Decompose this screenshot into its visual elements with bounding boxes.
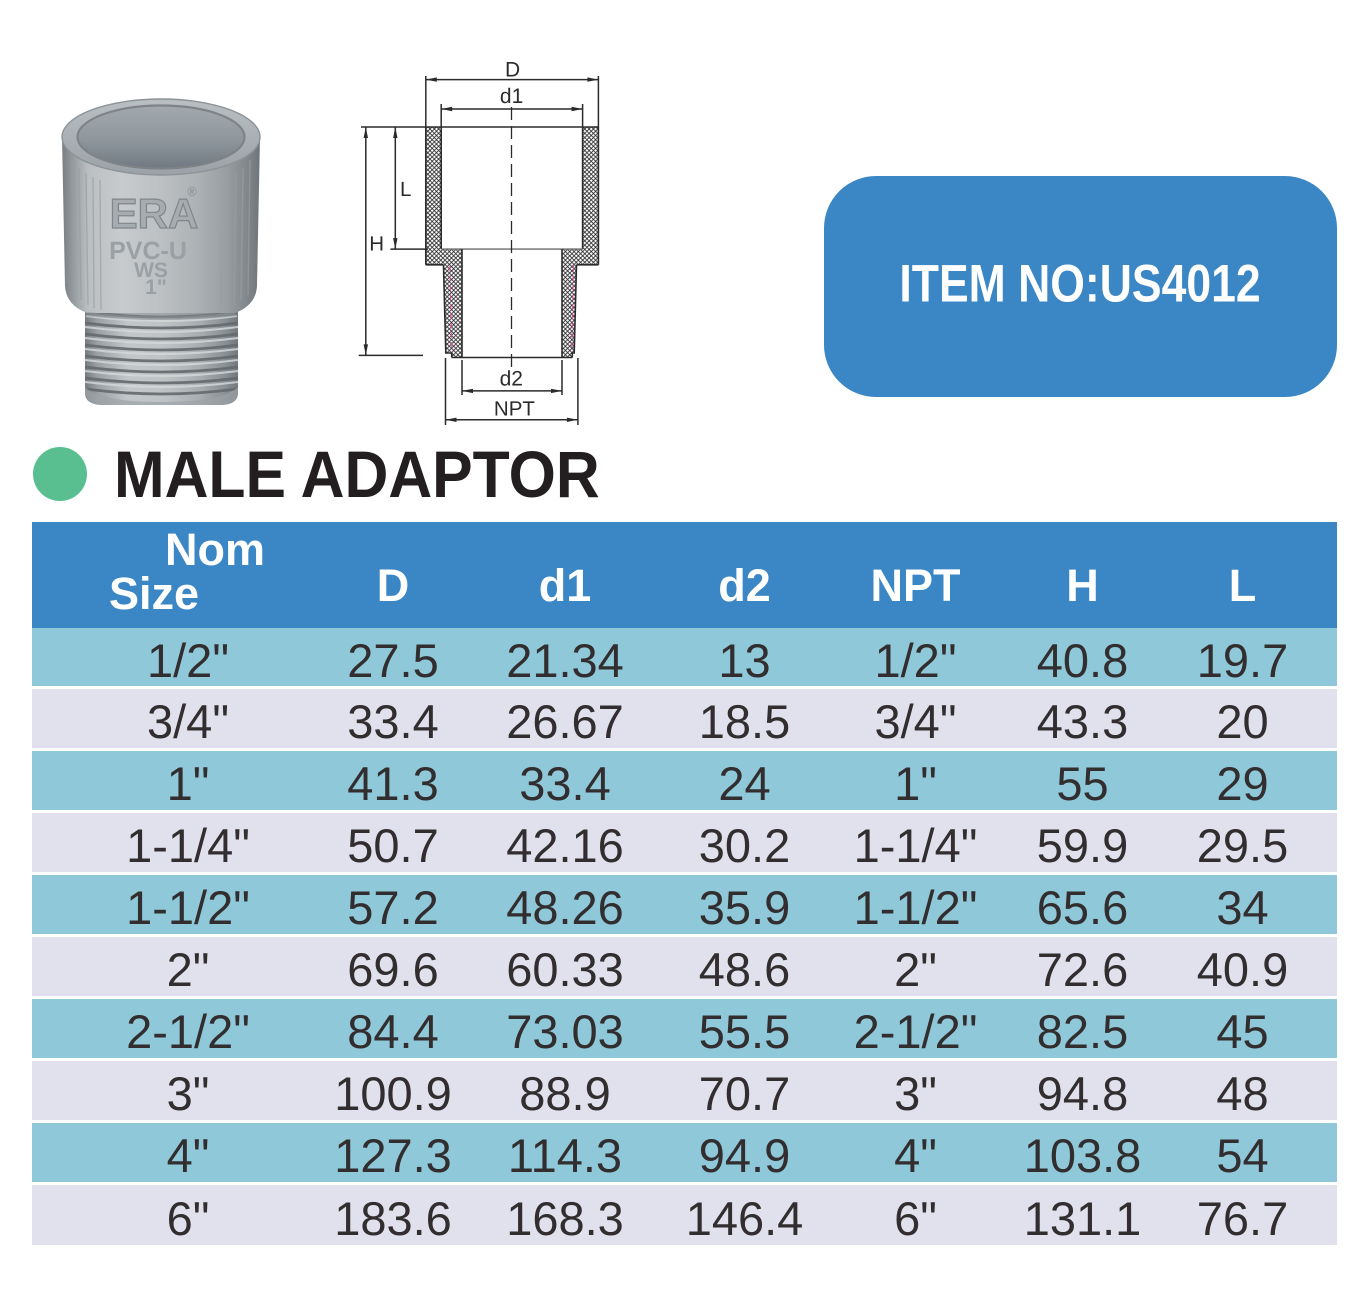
svg-text:WS: WS (134, 259, 168, 282)
svg-text:ERA: ERA (110, 190, 199, 237)
svg-text:d1: d1 (500, 85, 523, 108)
svg-text:d2: d2 (500, 368, 523, 391)
svg-text:1": 1" (145, 276, 167, 299)
svg-text:D: D (505, 59, 520, 82)
svg-text:PVC-U: PVC-U (109, 237, 187, 265)
svg-text:NPT: NPT (494, 398, 535, 421)
svg-text:®: ® (187, 184, 197, 199)
svg-text:L: L (400, 178, 411, 201)
svg-text:H: H (369, 233, 384, 256)
